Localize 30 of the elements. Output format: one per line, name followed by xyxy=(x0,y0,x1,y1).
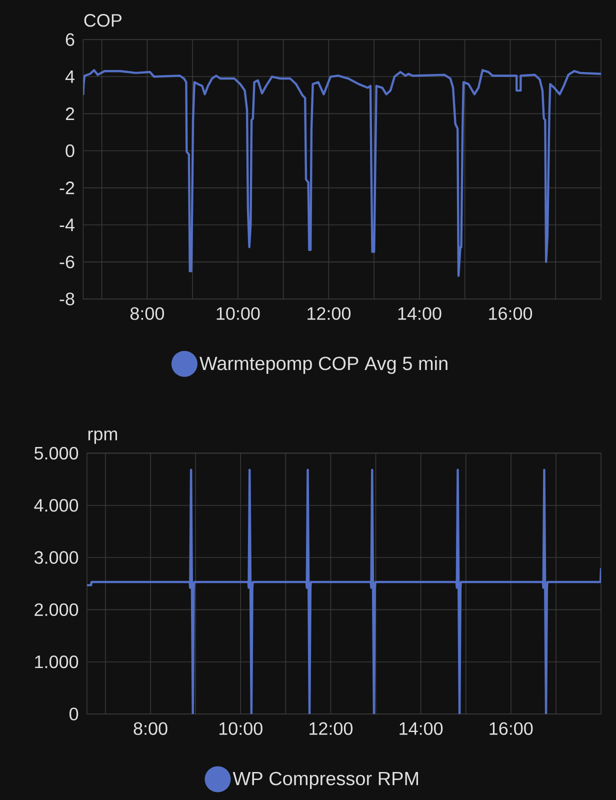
y-tick-label: 6 xyxy=(66,33,74,46)
line-series xyxy=(87,468,602,714)
x-tick-label: 10:00 xyxy=(219,722,262,735)
x-tick-label: 12:00 xyxy=(308,307,351,320)
x-tick-label: 12:00 xyxy=(310,722,353,735)
y-tick-label: 2 xyxy=(66,107,74,120)
y-tick-label: 0 xyxy=(69,708,78,720)
y-tick-label: 0 xyxy=(66,144,74,158)
x-tick-label: 8:00 xyxy=(134,722,168,735)
legend-label: Warmtepomp COP Avg 5 min xyxy=(200,356,448,374)
y-tick-label: 1.000 xyxy=(35,655,78,668)
y-axis-title: COP xyxy=(84,14,122,27)
y-tick-label: -6 xyxy=(60,256,74,268)
y-tick-label: 4 xyxy=(65,70,74,83)
x-tick-label: 14:00 xyxy=(400,722,443,735)
y-tick-label: 4.000 xyxy=(34,498,78,512)
y-tick-label: 2.000 xyxy=(34,603,78,616)
x-tick-label: 10:00 xyxy=(216,307,260,320)
y-tick-label: 3.000 xyxy=(34,551,78,564)
x-tick-label: 16:00 xyxy=(489,307,532,320)
x-tick-label: 8:00 xyxy=(130,307,164,320)
line-series xyxy=(83,69,602,277)
legend-label: WP Compressor RPM xyxy=(232,772,418,790)
y-tick-label: -8 xyxy=(60,292,74,306)
y-tick-label: 5.000 xyxy=(34,446,78,460)
y-axis-title: rpm xyxy=(88,430,118,444)
x-tick-label: 14:00 xyxy=(398,307,442,320)
y-tick-label: -4 xyxy=(60,218,74,232)
x-tick-label: 16:00 xyxy=(490,722,533,735)
y-tick-label: -2 xyxy=(60,182,74,194)
